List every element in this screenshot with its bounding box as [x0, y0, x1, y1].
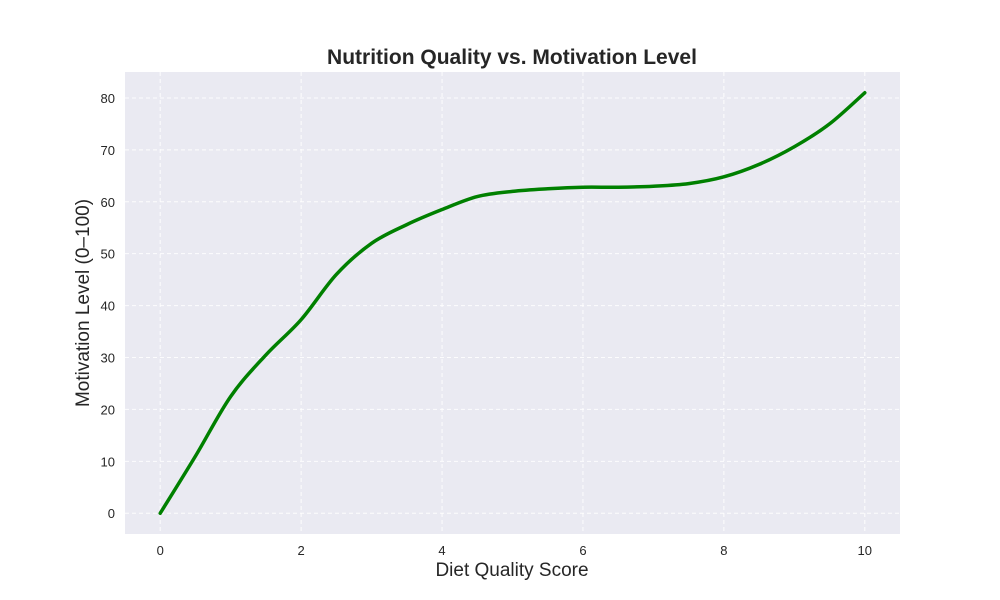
plot-area	[125, 72, 900, 534]
y-tick-label: 10	[101, 454, 115, 469]
y-tick-label: 30	[101, 351, 115, 366]
y-tick-label: 20	[101, 402, 115, 417]
y-axis-ticks: 0 10 20 30 40 50 60 70 80	[101, 91, 115, 521]
grid	[125, 72, 900, 534]
x-axis-label: Diet Quality Score	[435, 560, 588, 581]
y-tick-label: 0	[108, 506, 115, 521]
series-line	[158, 91, 867, 515]
series-group	[158, 91, 867, 515]
x-tick-label: 2	[298, 543, 305, 558]
x-tick-label: 4	[438, 543, 445, 558]
chart-title: Nutrition Quality vs. Motivation Level	[327, 46, 697, 69]
y-tick-label: 50	[101, 247, 115, 262]
y-tick-label: 70	[101, 143, 115, 158]
y-axis-label: Motivation Level (0–100)	[73, 199, 94, 407]
x-tick-label: 6	[579, 543, 586, 558]
x-tick-label: 10	[858, 543, 872, 558]
x-tick-label: 0	[157, 543, 164, 558]
y-tick-label: 60	[101, 195, 115, 210]
y-tick-label: 40	[101, 299, 115, 314]
x-tick-label: 8	[720, 543, 727, 558]
y-tick-label: 80	[101, 91, 115, 106]
x-axis-ticks: 0 2 4 6 8 10	[157, 543, 872, 558]
